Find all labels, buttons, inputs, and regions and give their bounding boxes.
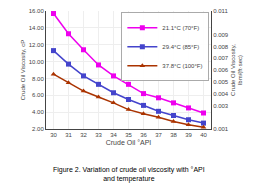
svg-text:14.00: 14.00 bbox=[29, 25, 45, 31]
svg-text:0.006: 0.006 bbox=[213, 67, 229, 73]
svg-text:0.008: 0.008 bbox=[213, 44, 229, 50]
svg-text:40: 40 bbox=[200, 132, 207, 138]
svg-text:6.00: 6.00 bbox=[32, 92, 44, 98]
svg-text:38: 38 bbox=[170, 132, 177, 138]
svg-text:37.8°C (100°F): 37.8°C (100°F) bbox=[162, 63, 202, 69]
svg-text:0.011: 0.011 bbox=[213, 8, 228, 14]
svg-text:16.00: 16.00 bbox=[29, 8, 45, 14]
svg-text:8.00: 8.00 bbox=[32, 76, 44, 82]
svg-text:0.001: 0.001 bbox=[213, 126, 229, 132]
svg-text:21.1°C (70°F): 21.1°C (70°F) bbox=[162, 25, 199, 31]
svg-text:36: 36 bbox=[140, 132, 147, 138]
svg-text:10.00: 10.00 bbox=[29, 59, 45, 65]
svg-text:35: 35 bbox=[125, 132, 132, 138]
svg-text:0.009: 0.009 bbox=[213, 32, 229, 38]
svg-text:Figure 2. Variation of crude o: Figure 2. Variation of crude oil viscosi… bbox=[53, 166, 205, 183]
svg-text:Crude Oil Viscosity, cP: Crude Oil Viscosity, cP bbox=[20, 40, 26, 100]
svg-text:12.00: 12.00 bbox=[29, 42, 45, 48]
svg-text:0.005: 0.005 bbox=[213, 79, 229, 85]
svg-text:33: 33 bbox=[95, 132, 102, 138]
svg-text:30: 30 bbox=[50, 132, 57, 138]
svg-text:Crude Oil °API: Crude Oil °API bbox=[106, 139, 152, 146]
svg-text:Crude Oil Viscosity,lbm/(ft·se: Crude Oil Viscosity,lbm/(ft·sec) bbox=[230, 44, 244, 96]
svg-text:29.4°C (85°F): 29.4°C (85°F) bbox=[162, 44, 199, 50]
svg-text:0.003: 0.003 bbox=[213, 103, 229, 109]
svg-text:34: 34 bbox=[110, 132, 117, 138]
svg-text:32: 32 bbox=[80, 132, 87, 138]
svg-text:39: 39 bbox=[185, 132, 192, 138]
svg-text:0.004: 0.004 bbox=[213, 91, 229, 97]
svg-text:31: 31 bbox=[65, 132, 72, 138]
svg-text:4.00: 4.00 bbox=[32, 109, 44, 115]
svg-text:2.00: 2.00 bbox=[32, 126, 44, 132]
svg-text:0.007: 0.007 bbox=[213, 55, 229, 61]
svg-text:37: 37 bbox=[155, 132, 162, 138]
